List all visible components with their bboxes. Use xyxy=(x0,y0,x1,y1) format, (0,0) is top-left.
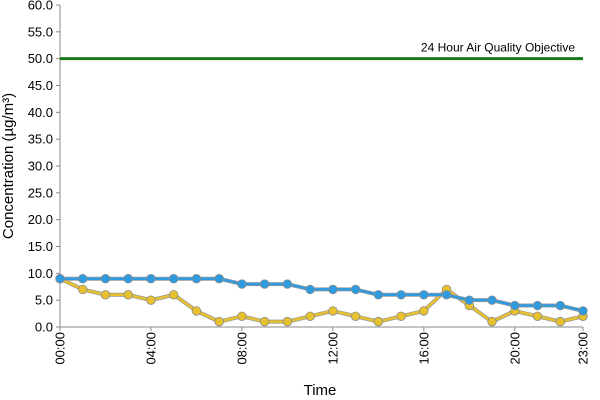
y-tick-label: 45.0 xyxy=(28,78,53,93)
x-tick-label: 12:00 xyxy=(325,332,340,365)
series-point xyxy=(191,274,202,284)
series-1 xyxy=(55,274,588,327)
series-point xyxy=(419,306,429,316)
series-point xyxy=(123,290,133,300)
series-point xyxy=(146,274,156,284)
series-point xyxy=(373,316,384,327)
y-tick-label: 0.0 xyxy=(35,320,53,335)
series-point xyxy=(487,316,497,327)
series-point xyxy=(373,290,384,300)
series-point xyxy=(305,284,315,295)
series-point xyxy=(123,274,133,284)
series-point xyxy=(100,274,111,284)
series-point xyxy=(510,300,520,311)
y-tick-label: 60.0 xyxy=(28,0,53,13)
series-point xyxy=(350,284,361,295)
y-tick-label: 35.0 xyxy=(28,132,53,147)
series-point xyxy=(191,306,202,316)
y-tick-label: 25.0 xyxy=(28,185,53,200)
series-point xyxy=(441,290,452,300)
objective-reference: 24 Hour Air Quality Objective xyxy=(60,41,583,61)
x-axis-title: Time xyxy=(304,382,337,399)
series-point xyxy=(259,279,270,289)
series-point xyxy=(237,279,247,289)
y-axis-ticks: 0.0 5.0 10.0 15.0 20.0 25.0 30.0 35.0 40.0 45.0 50… xyxy=(28,0,60,335)
objective-label: 24 Hour Air Quality Objective xyxy=(421,41,575,55)
series-point xyxy=(532,311,543,321)
y-tick-label: 5.0 xyxy=(35,293,53,308)
series-point xyxy=(100,290,111,300)
series-point xyxy=(146,295,156,305)
x-tick-label: 04:00 xyxy=(143,332,158,365)
series-point xyxy=(328,284,338,295)
series-point xyxy=(396,311,406,321)
series-point xyxy=(78,274,88,284)
y-tick-label: 40.0 xyxy=(28,105,53,120)
x-tick-label: 08:00 xyxy=(234,332,249,365)
y-tick-label: 50.0 xyxy=(28,51,53,66)
y-tick-label: 30.0 xyxy=(28,159,53,174)
series-point xyxy=(464,295,475,305)
x-tick-label: 23:00 xyxy=(576,332,591,365)
series-line xyxy=(60,277,584,313)
y-tick-label: 55.0 xyxy=(28,24,53,39)
series-point xyxy=(55,274,65,284)
y-tick-label: 10.0 xyxy=(28,266,53,281)
series-point xyxy=(168,274,179,284)
series-line-shadow xyxy=(60,276,584,313)
series-point xyxy=(487,295,497,305)
series-point xyxy=(396,290,406,300)
series-point xyxy=(237,311,247,321)
series-point xyxy=(168,290,179,300)
series-point xyxy=(350,311,361,321)
x-tick-label: 16:00 xyxy=(416,332,431,365)
series-point xyxy=(555,300,565,311)
y-axis-title: Concentration (µg/m³) xyxy=(0,93,17,239)
x-axis-ticks: 00:00 04:00 08:00 12:00 16:00 20:00 23:00 xyxy=(53,327,591,365)
series-point xyxy=(214,274,224,284)
series-point xyxy=(78,284,88,295)
y-tick-label: 20.0 xyxy=(28,212,53,227)
series-0 xyxy=(55,274,588,316)
series-point xyxy=(282,279,293,289)
series-point xyxy=(419,290,429,300)
series-point xyxy=(259,316,270,327)
series-layer xyxy=(55,274,588,327)
x-tick-label: 20:00 xyxy=(507,332,522,365)
y-tick-label: 15.0 xyxy=(28,239,53,254)
series-point xyxy=(214,316,224,327)
series-point xyxy=(282,316,293,327)
series-point xyxy=(328,306,338,316)
series-point xyxy=(532,300,543,311)
x-tick-label: 00:00 xyxy=(53,332,68,365)
series-point xyxy=(555,316,565,327)
series-point xyxy=(578,306,588,316)
series-point xyxy=(305,311,315,321)
